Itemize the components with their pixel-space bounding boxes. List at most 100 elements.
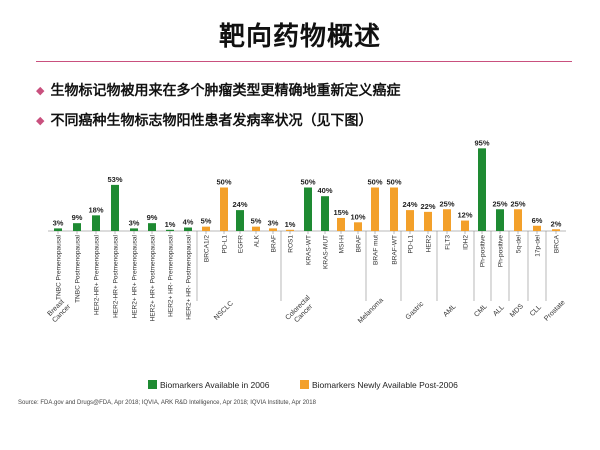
- data-label-18: 50%: [367, 178, 382, 187]
- biomarker-bar-chart: 3% TNBC Premenopausal 9% TNBC Postmenopausa…: [46, 138, 566, 327]
- data-label-19: 50%: [386, 178, 401, 187]
- data-label-9: 50%: [216, 178, 231, 187]
- category-label-9: PD-L1: [222, 235, 229, 254]
- bar-26: [514, 209, 522, 231]
- category-label-13: ROS1: [288, 235, 295, 253]
- bullet-item: ◆ 不同癌种生物标志物阳性患者发病率状况（见下图）: [36, 110, 372, 130]
- category-label-6: HER2+ HR- Premenopausal: [168, 234, 175, 316]
- group-label-4: Gastric: [405, 300, 426, 321]
- data-label-20: 24%: [402, 200, 417, 209]
- bar-16: [337, 217, 345, 231]
- bar-25: [496, 209, 504, 231]
- category-label-0: TNBC Premenopausal: [56, 234, 63, 300]
- bar-10: [236, 210, 244, 231]
- data-label-10: 24%: [232, 200, 247, 209]
- bar-12: [269, 228, 277, 231]
- category-label-2: HER2-HR+ Premenopausal: [94, 234, 101, 315]
- category-label-18: BRAF mut: [373, 235, 380, 265]
- group-label-2: ColorectalCancer: [284, 294, 317, 327]
- data-label-21: 22%: [420, 202, 435, 211]
- data-label-27: 6%: [532, 216, 543, 225]
- bar-3: [111, 184, 119, 231]
- bar-13: [286, 229, 294, 231]
- diamond-bullet-icon: ◆: [36, 84, 45, 97]
- category-label-11: ALK: [254, 234, 261, 247]
- bar-15: [321, 196, 329, 231]
- data-label-3: 53%: [107, 175, 122, 184]
- group-label-5: AML: [442, 303, 457, 318]
- bar-8: [202, 226, 210, 231]
- category-label-19: BRAF-WT: [392, 235, 399, 265]
- bar-28: [552, 229, 560, 231]
- data-label-23: 12%: [457, 211, 472, 220]
- data-label-16: 15%: [333, 208, 348, 217]
- category-label-24: Ph-positive: [480, 235, 487, 268]
- category-label-8: BRCA1/2: [204, 235, 211, 262]
- data-label-26: 25%: [510, 199, 525, 208]
- group-label-0: BreastCancer: [46, 297, 73, 324]
- bar-6: [166, 229, 174, 231]
- category-label-5: HER2+ HR+ Postmenopausal: [150, 234, 157, 321]
- bar-14: [304, 187, 312, 231]
- legend-swatch: [148, 380, 157, 389]
- legend-swatch: [300, 380, 309, 389]
- legend-item-new-post-2006: Biomarkers Newly Available Post-2006: [300, 380, 458, 390]
- category-label-17: BRAF: [356, 235, 363, 252]
- data-label-5: 9%: [147, 213, 158, 222]
- category-label-4: HER2+ HR+ Premenopausal: [132, 234, 139, 318]
- category-label-3: HER2-HR+ Postmenopausal: [113, 234, 120, 317]
- data-label-0: 3%: [53, 218, 64, 227]
- group-label-9: CLL: [529, 304, 543, 318]
- category-label-14: KRAS-WT: [306, 235, 313, 265]
- category-label-10: EGFR: [238, 235, 245, 253]
- category-label-26: 5q-del: [516, 234, 523, 253]
- data-label-14: 50%: [300, 178, 315, 187]
- category-label-23: IDH2: [463, 235, 470, 250]
- legend-label: Biomarkers Available in 2006: [160, 380, 270, 390]
- category-label-16: MSI-H: [339, 235, 346, 254]
- category-label-1: TNBC Postmenopausal: [75, 234, 82, 302]
- diamond-bullet-icon: ◆: [36, 114, 45, 127]
- bar-0: [54, 228, 62, 231]
- category-label-12: BRAF: [271, 235, 278, 252]
- bullet-text: 生物标记物被用来在多个肿瘤类型更精确地重新定义癌症: [50, 83, 401, 99]
- data-label-1: 9%: [72, 213, 83, 222]
- bar-27: [533, 225, 541, 231]
- category-label-28: BRCA: [554, 234, 561, 253]
- data-label-25: 25%: [492, 199, 507, 208]
- bullet-item: ◆ 生物标记物被用来在多个肿瘤类型更精确地重新定义癌症: [36, 80, 400, 100]
- bar-2: [92, 215, 100, 231]
- data-label-11: 5%: [251, 217, 262, 226]
- category-label-27: 17p-del: [535, 234, 542, 256]
- group-label-6: CML: [473, 303, 488, 318]
- bar-1: [73, 223, 81, 231]
- category-label-15: KRAS-MUT: [323, 235, 330, 269]
- group-label-10: Prostate: [543, 299, 566, 322]
- bar-18: [371, 187, 379, 231]
- data-label-13: 1%: [285, 220, 296, 229]
- bar-17: [354, 222, 362, 231]
- data-label-4: 3%: [129, 218, 140, 227]
- bar-20: [406, 210, 414, 231]
- data-label-6: 1%: [165, 220, 176, 229]
- bar-24: [478, 148, 486, 231]
- bar-4: [130, 228, 138, 231]
- slide-title: 靶向药物概述: [218, 22, 381, 52]
- category-label-25: Ph-positive: [498, 235, 505, 268]
- bar-23: [461, 220, 469, 231]
- bar-11: [252, 226, 260, 231]
- group-label-1: NSCLC: [213, 300, 235, 322]
- data-label-22: 25%: [439, 199, 454, 208]
- category-label-7: HER2+ HR- Postmenopausal: [186, 234, 193, 319]
- data-label-28: 2%: [551, 219, 562, 228]
- title-divider: [36, 61, 572, 62]
- group-label-3: Melanoma: [357, 297, 385, 325]
- data-label-15: 40%: [317, 186, 332, 195]
- category-label-22: FLT3: [445, 235, 452, 250]
- bar-5: [148, 223, 156, 231]
- source-note: Source: FDA.gov and Drugs@FDA, Apr 2018;…: [18, 400, 316, 406]
- bar-9: [220, 187, 228, 231]
- data-label-2: 18%: [88, 205, 103, 214]
- bar-19: [390, 187, 398, 231]
- legend-item-available-2006: Biomarkers Available in 2006: [148, 380, 269, 390]
